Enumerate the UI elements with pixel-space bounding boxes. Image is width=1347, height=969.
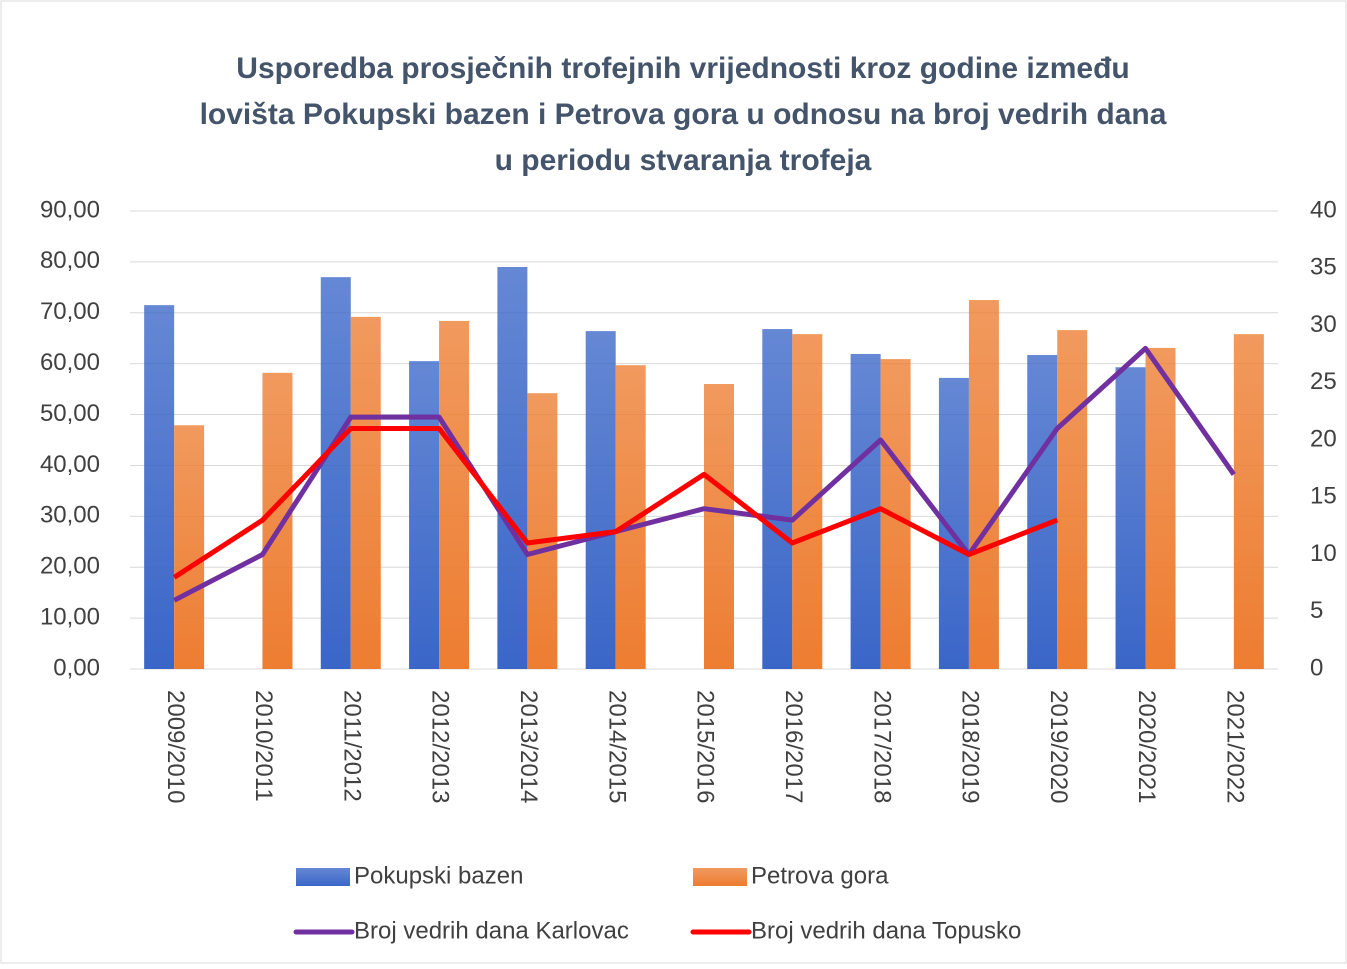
y2-tick-label: 35 <box>1310 254 1337 281</box>
y2-tick-label: 30 <box>1310 311 1337 338</box>
bar <box>320 277 351 669</box>
y2-tick-label: 5 <box>1310 597 1323 624</box>
legend-label: Pokupski bazen <box>354 862 523 889</box>
bar <box>497 266 528 669</box>
chart-title: u periodu stvaranja trofeja <box>495 144 872 177</box>
bar <box>704 384 734 669</box>
bar <box>1233 334 1264 669</box>
y-tick-label: 10,00 <box>40 603 100 630</box>
bar <box>585 331 616 669</box>
legend-label: Broj vedrih dana Topusko <box>751 917 1021 944</box>
x-tick-label: 2010/2011 <box>250 690 277 802</box>
bar <box>1057 330 1088 669</box>
y2-tick-label: 40 <box>1310 196 1337 223</box>
x-tick-label: 2017/2018 <box>868 690 895 803</box>
x-tick-label: 2018/2019 <box>957 690 984 803</box>
x-tick-label: 2021/2022 <box>1222 690 1249 803</box>
y-tick-label: 60,00 <box>40 349 100 376</box>
bar <box>968 300 999 669</box>
bar <box>350 316 381 669</box>
x-tick-label: 2009/2010 <box>162 690 189 803</box>
bar <box>1115 367 1146 669</box>
legend-swatch <box>693 868 747 886</box>
x-tick-label: 2015/2016 <box>692 690 719 803</box>
bar <box>262 372 293 669</box>
y2-tick-label: 10 <box>1310 540 1337 567</box>
legend-label: Broj vedrih dana Karlovac <box>354 917 629 944</box>
bar <box>144 305 175 669</box>
y-tick-label: 50,00 <box>40 400 100 427</box>
y2-tick-label: 0 <box>1310 654 1323 681</box>
y-tick-label: 20,00 <box>40 553 100 580</box>
bar <box>1145 347 1176 669</box>
line-series <box>173 345 1236 603</box>
bar <box>174 425 205 669</box>
x-tick-label: 2013/2014 <box>515 690 542 803</box>
y-tick-label: 90,00 <box>40 196 100 223</box>
legend-label: Petrova gora <box>751 862 889 889</box>
bar <box>792 334 823 669</box>
legend-swatch <box>296 868 350 886</box>
line-series <box>172 426 1059 580</box>
bar <box>409 361 440 669</box>
y2-tick-label: 15 <box>1310 483 1337 510</box>
y-tick-label: 70,00 <box>40 298 100 325</box>
x-tick-label: 2019/2020 <box>1045 690 1072 803</box>
y2-tick-label: 20 <box>1310 425 1337 452</box>
bar <box>527 393 558 669</box>
y-tick-label: 30,00 <box>40 502 100 529</box>
y-tick-label: 80,00 <box>40 247 100 274</box>
bar <box>762 329 793 669</box>
x-tick-label: 2012/2013 <box>427 690 454 803</box>
chart-title: Usporedba prosječnih trofejnih vrijednos… <box>236 52 1129 85</box>
y-tick-label: 0,00 <box>53 654 100 681</box>
chart-title: lovišta Pokupski bazen i Petrova gora u … <box>200 98 1167 131</box>
bar <box>439 320 470 669</box>
x-tick-label: 2014/2015 <box>603 690 630 803</box>
x-tick-label: 2020/2021 <box>1133 690 1160 803</box>
x-tick-label: 2011/2012 <box>338 690 365 802</box>
y-tick-label: 40,00 <box>40 451 100 478</box>
x-tick-label: 2016/2017 <box>780 690 807 803</box>
y2-tick-label: 25 <box>1310 368 1337 395</box>
bar <box>1027 355 1058 669</box>
